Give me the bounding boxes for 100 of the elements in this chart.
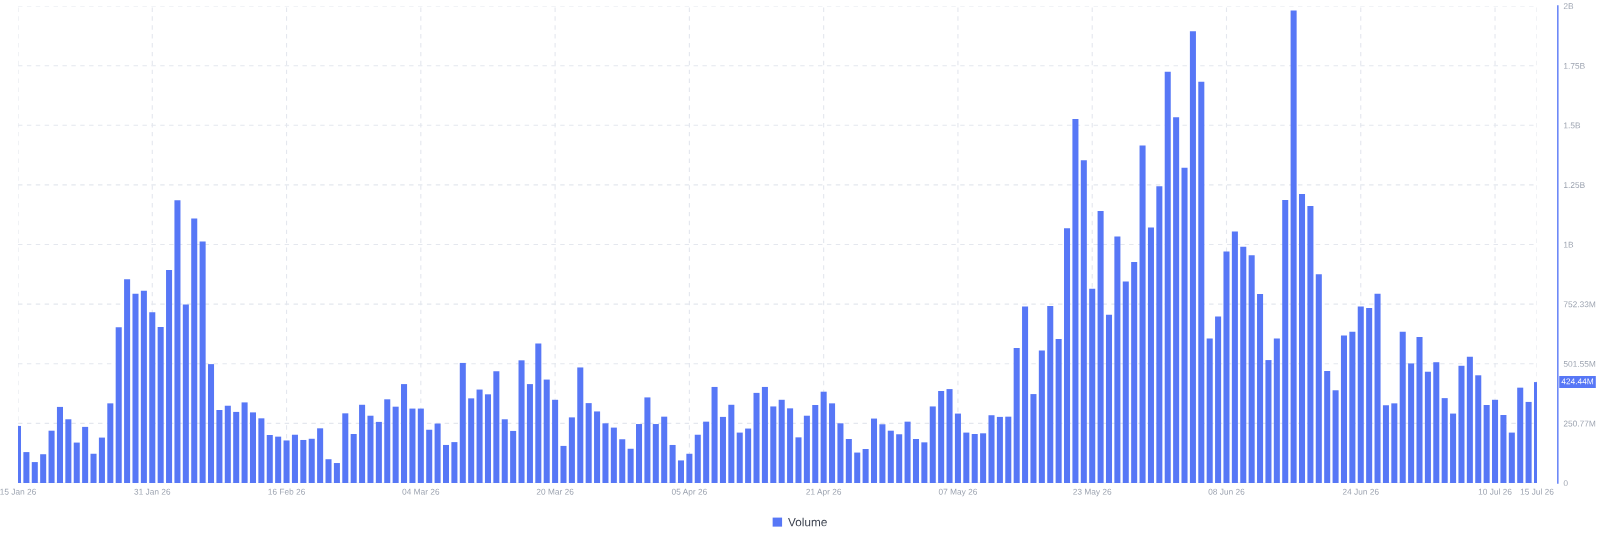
bar bbox=[870, 418, 878, 483]
bar bbox=[1240, 246, 1247, 483]
bar bbox=[401, 384, 408, 483]
y-tick-label: 1.25B bbox=[1564, 182, 1585, 188]
bar bbox=[132, 293, 139, 483]
bar bbox=[1340, 335, 1347, 483]
bar bbox=[1223, 251, 1230, 483]
x-tick-label: 08 Jun 26 bbox=[1208, 488, 1245, 495]
bar bbox=[652, 424, 659, 483]
bar bbox=[921, 442, 928, 483]
bar bbox=[585, 403, 592, 483]
bar bbox=[484, 394, 491, 483]
bar bbox=[938, 390, 945, 483]
bar bbox=[787, 408, 794, 483]
x-tick-label: 21 Apr 26 bbox=[806, 488, 842, 497]
bar bbox=[887, 430, 894, 483]
y-tick-label: 1B bbox=[1564, 241, 1574, 248]
bar bbox=[1189, 31, 1196, 483]
bar bbox=[761, 386, 768, 483]
bar bbox=[753, 392, 760, 483]
bar bbox=[1458, 365, 1465, 483]
bar bbox=[686, 453, 693, 483]
bar bbox=[1156, 186, 1163, 483]
bar bbox=[719, 416, 726, 483]
bar bbox=[283, 440, 290, 483]
bar bbox=[552, 399, 559, 483]
bar bbox=[1324, 371, 1331, 483]
bar bbox=[1492, 399, 1499, 483]
bar bbox=[1391, 403, 1398, 483]
x-tick-label: 05 Apr 26 bbox=[671, 488, 707, 497]
bar bbox=[208, 364, 215, 483]
bar bbox=[325, 459, 332, 483]
bar bbox=[820, 391, 827, 483]
bar bbox=[577, 367, 584, 483]
bar bbox=[442, 444, 450, 483]
bar bbox=[375, 421, 382, 483]
bar bbox=[694, 434, 701, 483]
bar bbox=[1030, 394, 1037, 483]
bar bbox=[980, 433, 987, 483]
bar bbox=[912, 439, 919, 483]
bar bbox=[65, 419, 72, 483]
bar bbox=[745, 428, 752, 483]
bar bbox=[459, 362, 466, 483]
bar bbox=[1248, 255, 1255, 483]
bar bbox=[409, 408, 416, 483]
bar bbox=[778, 399, 785, 483]
bar bbox=[1265, 360, 1272, 483]
bar bbox=[124, 279, 131, 483]
bar bbox=[317, 428, 324, 483]
bar bbox=[1416, 337, 1423, 483]
bar bbox=[90, 453, 97, 483]
y-tick-label: 0 bbox=[1563, 480, 1568, 487]
bar bbox=[728, 404, 735, 483]
bar bbox=[40, 454, 47, 483]
bar bbox=[594, 411, 601, 483]
bar bbox=[107, 403, 114, 483]
bar bbox=[971, 434, 978, 483]
bar bbox=[308, 438, 315, 483]
bar bbox=[241, 402, 248, 483]
bar bbox=[996, 416, 1003, 483]
bar bbox=[619, 439, 626, 483]
text: 424.44M bbox=[1561, 378, 1594, 385]
bar bbox=[661, 416, 668, 483]
bar bbox=[115, 327, 122, 483]
x-tick-label: 15 Jul 26 bbox=[1520, 488, 1554, 495]
bar bbox=[73, 442, 80, 483]
bar bbox=[266, 434, 273, 483]
bar bbox=[535, 343, 542, 483]
bar bbox=[963, 432, 970, 483]
bar bbox=[1064, 228, 1071, 483]
bar bbox=[249, 412, 256, 483]
bar bbox=[854, 452, 861, 483]
bar bbox=[879, 424, 886, 483]
bar bbox=[1399, 331, 1406, 483]
bar bbox=[845, 439, 852, 483]
bar bbox=[1315, 274, 1322, 483]
bar bbox=[518, 360, 525, 483]
bar bbox=[48, 430, 55, 483]
bar bbox=[954, 413, 961, 483]
bar bbox=[233, 411, 240, 483]
bar bbox=[703, 421, 710, 483]
bar bbox=[1475, 375, 1482, 483]
bar bbox=[543, 379, 550, 483]
y-tick-label: 752.33M bbox=[1563, 301, 1596, 308]
bar bbox=[896, 434, 903, 483]
bar bbox=[1282, 200, 1289, 483]
bar bbox=[862, 449, 869, 483]
bar bbox=[182, 304, 189, 483]
bar bbox=[929, 406, 936, 483]
bar bbox=[384, 399, 391, 483]
bar bbox=[1147, 227, 1154, 483]
bar bbox=[291, 434, 298, 483]
bar bbox=[1466, 356, 1473, 483]
bar bbox=[677, 460, 685, 483]
bar bbox=[417, 408, 424, 483]
bar bbox=[1139, 145, 1146, 483]
bar bbox=[1105, 314, 1113, 483]
bar bbox=[1080, 160, 1087, 483]
bar bbox=[98, 437, 105, 483]
bar bbox=[1005, 416, 1012, 483]
